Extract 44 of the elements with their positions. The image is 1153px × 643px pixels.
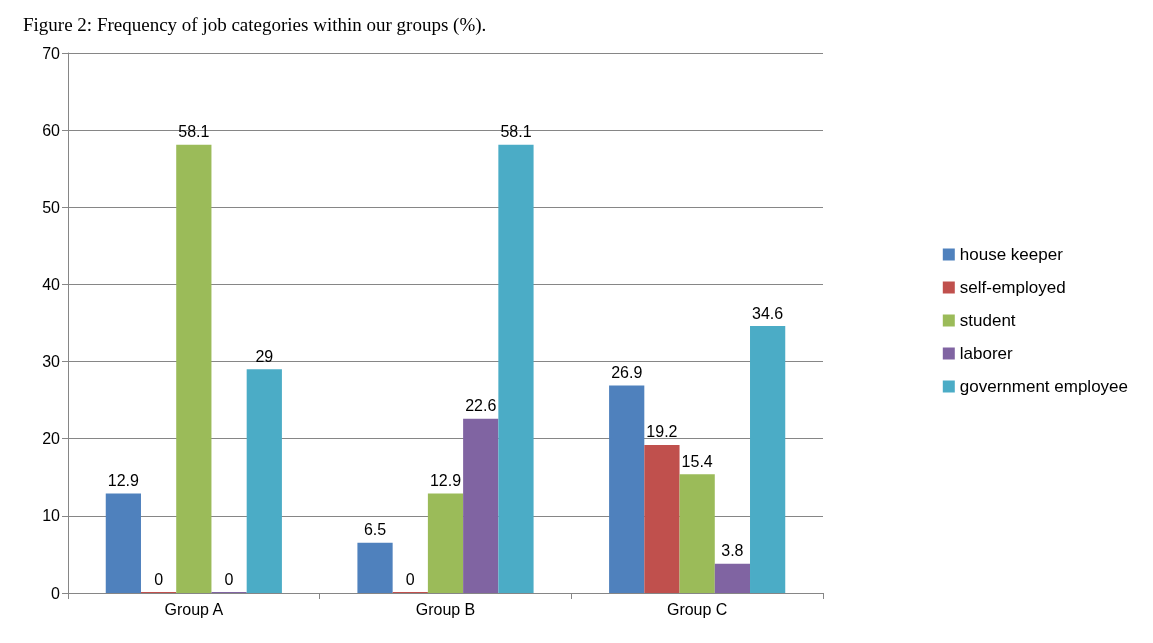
data-label: 12.9: [429, 471, 462, 489]
bar: [176, 144, 212, 593]
bar: [679, 474, 715, 593]
y-tick-label: 20: [42, 430, 61, 448]
y-tick-label: 60: [42, 121, 61, 139]
x-tick-label: Group C: [666, 600, 728, 618]
y-tick-label: 10: [42, 507, 61, 525]
x-tick-label: Group A: [164, 600, 224, 618]
y-tick-label: 70: [42, 44, 61, 62]
legend-label: student: [959, 311, 1016, 330]
data-label: 58.1: [500, 123, 532, 141]
data-label: 0: [405, 570, 415, 588]
chart-title: Figure 2: Frequency of job categories within our groups (%).: [23, 14, 487, 36]
data-label: 3.8: [721, 542, 744, 560]
y-tick-label: 30: [42, 353, 61, 371]
x-tick-label: Group B: [415, 600, 476, 618]
data-label: 19.2: [646, 423, 678, 441]
legend-label: government employee: [959, 377, 1129, 396]
data-label: 22.6: [465, 397, 497, 415]
legend-label: house keeper: [959, 245, 1064, 264]
data-label: 15.4: [681, 452, 713, 470]
data-label: 29: [255, 347, 274, 365]
bar: [463, 418, 499, 593]
data-label: 34.6: [752, 304, 784, 322]
data-label: 0: [224, 570, 234, 588]
data-label: 26.9: [611, 363, 643, 381]
bar: [714, 563, 751, 593]
data-label: 6.5: [363, 521, 387, 539]
bar: [609, 385, 645, 593]
bar: [644, 444, 680, 593]
bar: [105, 493, 141, 593]
y-tick-label: 40: [42, 275, 61, 293]
legend-label: self-employed: [959, 278, 1066, 297]
data-label: 58.1: [178, 123, 210, 141]
data-label: 12.9: [107, 471, 140, 489]
bar: [498, 144, 534, 593]
bar: [357, 542, 393, 593]
bar: [246, 369, 282, 593]
bar: [427, 493, 464, 593]
data-label: 0: [154, 570, 164, 588]
y-tick-label: 50: [42, 198, 61, 216]
legend-label: laborer: [959, 344, 1014, 363]
bar: [750, 326, 786, 593]
y-tick-label: 0: [51, 584, 61, 602]
